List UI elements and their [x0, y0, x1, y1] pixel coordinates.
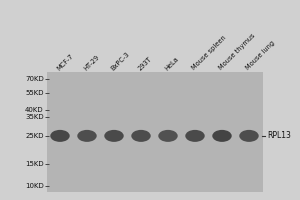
Text: Mouse spleen: Mouse spleen	[191, 35, 227, 71]
Text: 15KD: 15KD	[25, 161, 44, 167]
Text: 70KD: 70KD	[25, 76, 44, 82]
Ellipse shape	[77, 130, 97, 142]
Text: 10KD: 10KD	[25, 183, 44, 189]
Text: 40KD: 40KD	[25, 107, 44, 113]
Text: Mouse thymus: Mouse thymus	[218, 33, 256, 71]
Text: HT-29: HT-29	[83, 54, 101, 71]
Ellipse shape	[50, 130, 70, 142]
Text: 293T: 293T	[137, 55, 153, 71]
Ellipse shape	[239, 130, 259, 142]
Text: RPL13: RPL13	[267, 131, 291, 140]
Text: Mouse lung: Mouse lung	[245, 40, 276, 71]
Ellipse shape	[131, 130, 151, 142]
Text: HeLa: HeLa	[164, 55, 180, 71]
Text: 35KD: 35KD	[25, 114, 44, 120]
Ellipse shape	[185, 130, 205, 142]
Text: 25KD: 25KD	[25, 133, 44, 139]
Ellipse shape	[212, 130, 232, 142]
Ellipse shape	[104, 130, 124, 142]
Ellipse shape	[158, 130, 178, 142]
Text: BxPC-3: BxPC-3	[110, 51, 130, 71]
Text: 55KD: 55KD	[25, 90, 44, 96]
Text: MCF-7: MCF-7	[56, 53, 75, 71]
